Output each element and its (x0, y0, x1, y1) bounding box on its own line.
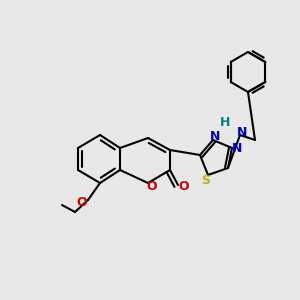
Text: N: N (237, 127, 247, 140)
Text: N: N (210, 130, 220, 142)
Text: O: O (77, 196, 87, 209)
Text: N: N (232, 142, 242, 154)
Text: O: O (179, 181, 189, 194)
Text: O: O (147, 181, 157, 194)
Text: H: H (220, 116, 230, 130)
Text: S: S (202, 175, 211, 188)
